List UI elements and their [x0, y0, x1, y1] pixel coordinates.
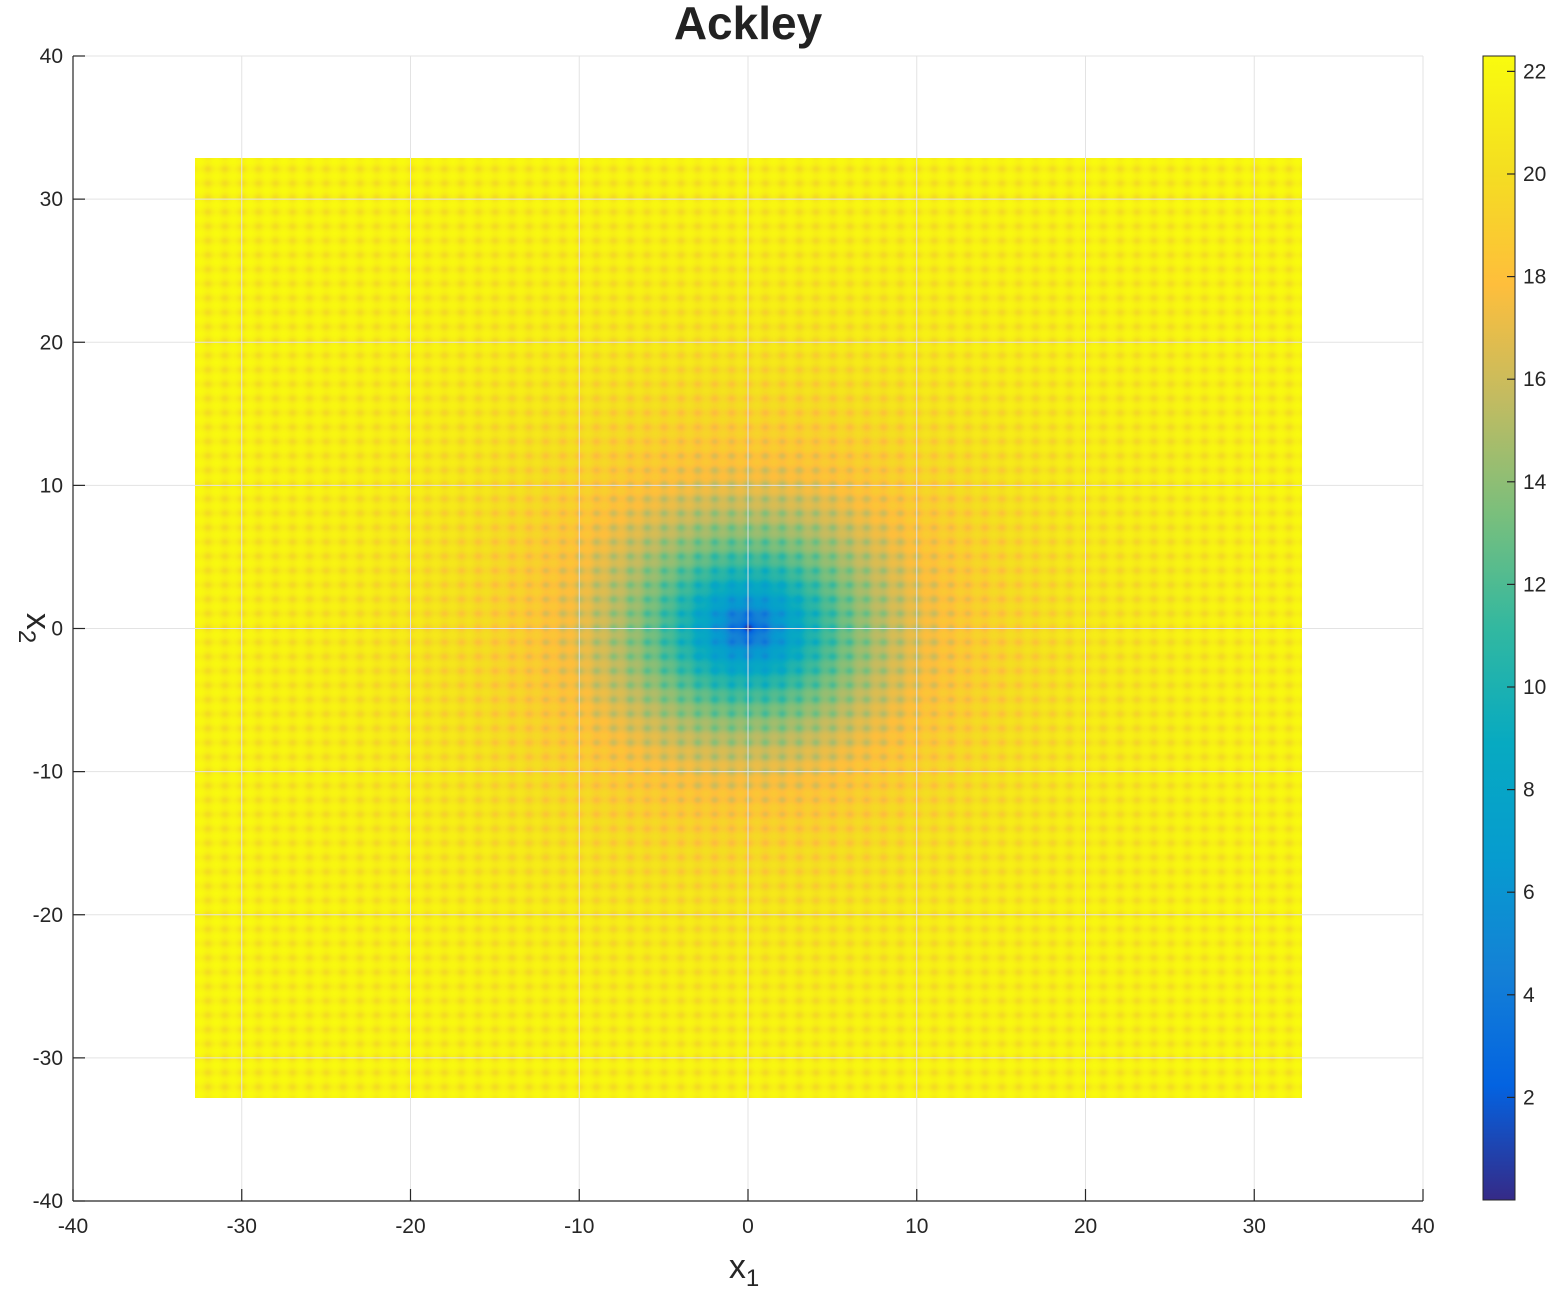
chart-title: Ackley: [673, 0, 823, 49]
x-tick-label: 10: [905, 1215, 928, 1238]
y-tick-label: -30: [33, 1047, 63, 1070]
y-ticks: -40 -30 -20 -10 0 10 20 30 40: [33, 45, 85, 1213]
colorbar-tick-label: 22: [1523, 60, 1546, 83]
colorbar-tick-label: 16: [1523, 368, 1546, 391]
x-tick-label: 30: [1243, 1215, 1266, 1238]
y-tick-label: -10: [33, 761, 63, 784]
colorbar-tick-label: 14: [1523, 471, 1547, 494]
x-tick-label: -40: [58, 1215, 88, 1238]
x-tick-label: 20: [1074, 1215, 1097, 1238]
x-axis-label: x1: [729, 1248, 759, 1290]
colorbar-tick-label: 6: [1523, 881, 1535, 904]
colorbar-tick-label: 10: [1523, 676, 1546, 699]
colorbar-tick-label: 20: [1523, 163, 1546, 186]
x-axis-label-main: x: [729, 1248, 746, 1286]
colorbar-tick-label: 12: [1523, 573, 1546, 596]
y-axis-label-subscript: 2: [13, 630, 40, 643]
grid-lines: [72, 55, 1424, 1202]
x-tick-label: -20: [395, 1215, 425, 1238]
y-tick-label: -20: [33, 904, 63, 927]
y-tick-label: 40: [40, 45, 63, 68]
y-tick-label: -40: [33, 1190, 63, 1213]
y-tick-label: 30: [40, 188, 63, 211]
colorbar-tick-label: 4: [1523, 984, 1535, 1007]
colorbar-tick-label: 18: [1523, 266, 1546, 289]
x-tick-label: 40: [1411, 1215, 1434, 1238]
y-tick-label: 20: [40, 331, 63, 354]
colorbar-ticks: 2 4 6 8 10 12 14 16 18 20 22: [1507, 60, 1547, 1109]
y-axis-label: x2: [13, 613, 57, 643]
y-tick-label: 0: [51, 618, 63, 641]
y-tick-label: 10: [40, 474, 63, 497]
x-tick-label: 0: [742, 1215, 754, 1238]
y-axis-label-main: x: [19, 613, 57, 630]
x-tick-label: -10: [564, 1215, 594, 1238]
x-tick-label: -30: [227, 1215, 257, 1238]
colorbar: [1482, 55, 1516, 1201]
x-axis-label-subscript: 1: [746, 1265, 759, 1290]
x-ticks: -40 -30 -20 -10 0 10 20 30 40: [58, 1189, 1435, 1238]
colorbar-tick-label: 8: [1523, 779, 1535, 802]
colorbar-tick-label: 2: [1523, 1086, 1535, 1109]
